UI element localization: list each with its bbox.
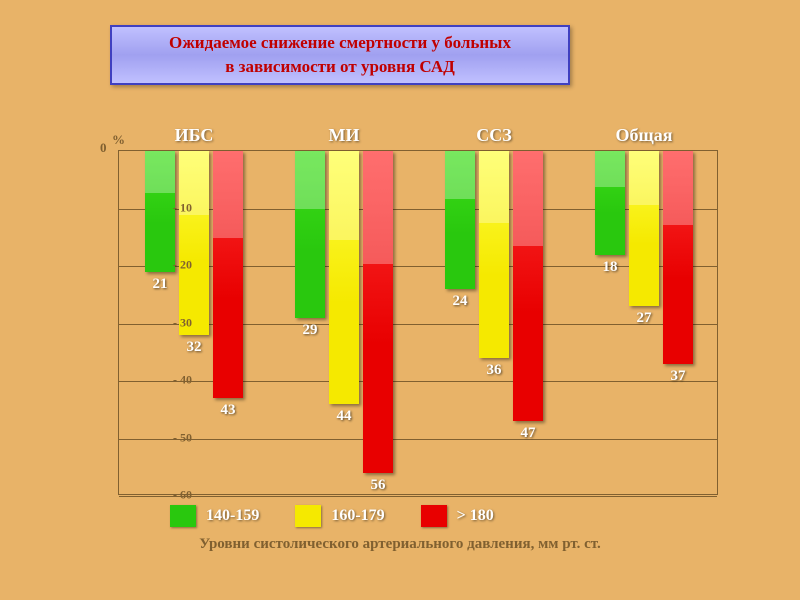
bar-value-label: 24 xyxy=(453,293,468,310)
legend-swatch xyxy=(421,505,447,527)
legend-item: > 180 xyxy=(421,505,494,527)
bar: 43 xyxy=(213,151,243,398)
legend-swatch xyxy=(170,505,196,527)
legend-swatch xyxy=(295,505,321,527)
y-tick-label: - 40 xyxy=(173,373,192,388)
chart-title-box: Ожидаемое снижение смертности у больных … xyxy=(110,25,570,85)
bar-value-label: 37 xyxy=(671,368,686,385)
bar: 32 xyxy=(179,151,209,335)
legend: 140-159 160-179 > 180 xyxy=(170,505,494,527)
gridline xyxy=(119,496,717,497)
bar-value-label: 32 xyxy=(187,339,202,356)
y-tick-label: - 30 xyxy=(173,315,192,330)
bar-value-label: 36 xyxy=(487,362,502,379)
y-axis-zero: 0 xyxy=(100,140,107,156)
category-label: ИБС xyxy=(119,125,269,146)
legend-label: 160-179 xyxy=(331,507,384,525)
legend-item: 140-159 xyxy=(170,505,259,527)
y-axis-unit: % xyxy=(112,132,125,148)
bar: 18 xyxy=(595,151,625,255)
y-tick-label: - 10 xyxy=(173,200,192,215)
bar-value-label: 43 xyxy=(221,402,236,419)
y-tick-label: - 60 xyxy=(173,488,192,503)
legend-label: > 180 xyxy=(457,507,494,525)
bar-value-label: 44 xyxy=(337,408,352,425)
title-line-1: Ожидаемое снижение смертности у больных xyxy=(120,31,560,55)
bar-value-label: 27 xyxy=(637,310,652,327)
title-line-2: в зависимости от уровня САД xyxy=(120,55,560,79)
bar-value-label: 47 xyxy=(521,425,536,442)
bar: 47 xyxy=(513,151,543,421)
legend-item: 160-179 xyxy=(295,505,384,527)
y-tick-label: - 50 xyxy=(173,430,192,445)
x-axis-caption: Уровни систолического артериального давл… xyxy=(0,536,800,553)
gridline xyxy=(119,439,717,440)
bar: 29 xyxy=(295,151,325,318)
category-label: ССЗ xyxy=(419,125,569,146)
bar-value-label: 18 xyxy=(603,259,618,276)
bar: 36 xyxy=(479,151,509,358)
gridline xyxy=(119,381,717,382)
category-label: МИ xyxy=(269,125,419,146)
legend-label: 140-159 xyxy=(206,507,259,525)
bar-value-label: 21 xyxy=(153,276,168,293)
bar-value-label: 29 xyxy=(303,322,318,339)
bar: 24 xyxy=(445,151,475,289)
chart-plot-area: ИБС213243МИ294456ССЗ243647Общая182737 xyxy=(118,150,718,495)
bar: 56 xyxy=(363,151,393,473)
bar: 44 xyxy=(329,151,359,404)
bar: 37 xyxy=(663,151,693,364)
y-tick-label: - 20 xyxy=(173,258,192,273)
bar: 21 xyxy=(145,151,175,272)
category-label: Общая xyxy=(569,125,719,146)
bar: 27 xyxy=(629,151,659,306)
bar-value-label: 56 xyxy=(371,477,386,494)
